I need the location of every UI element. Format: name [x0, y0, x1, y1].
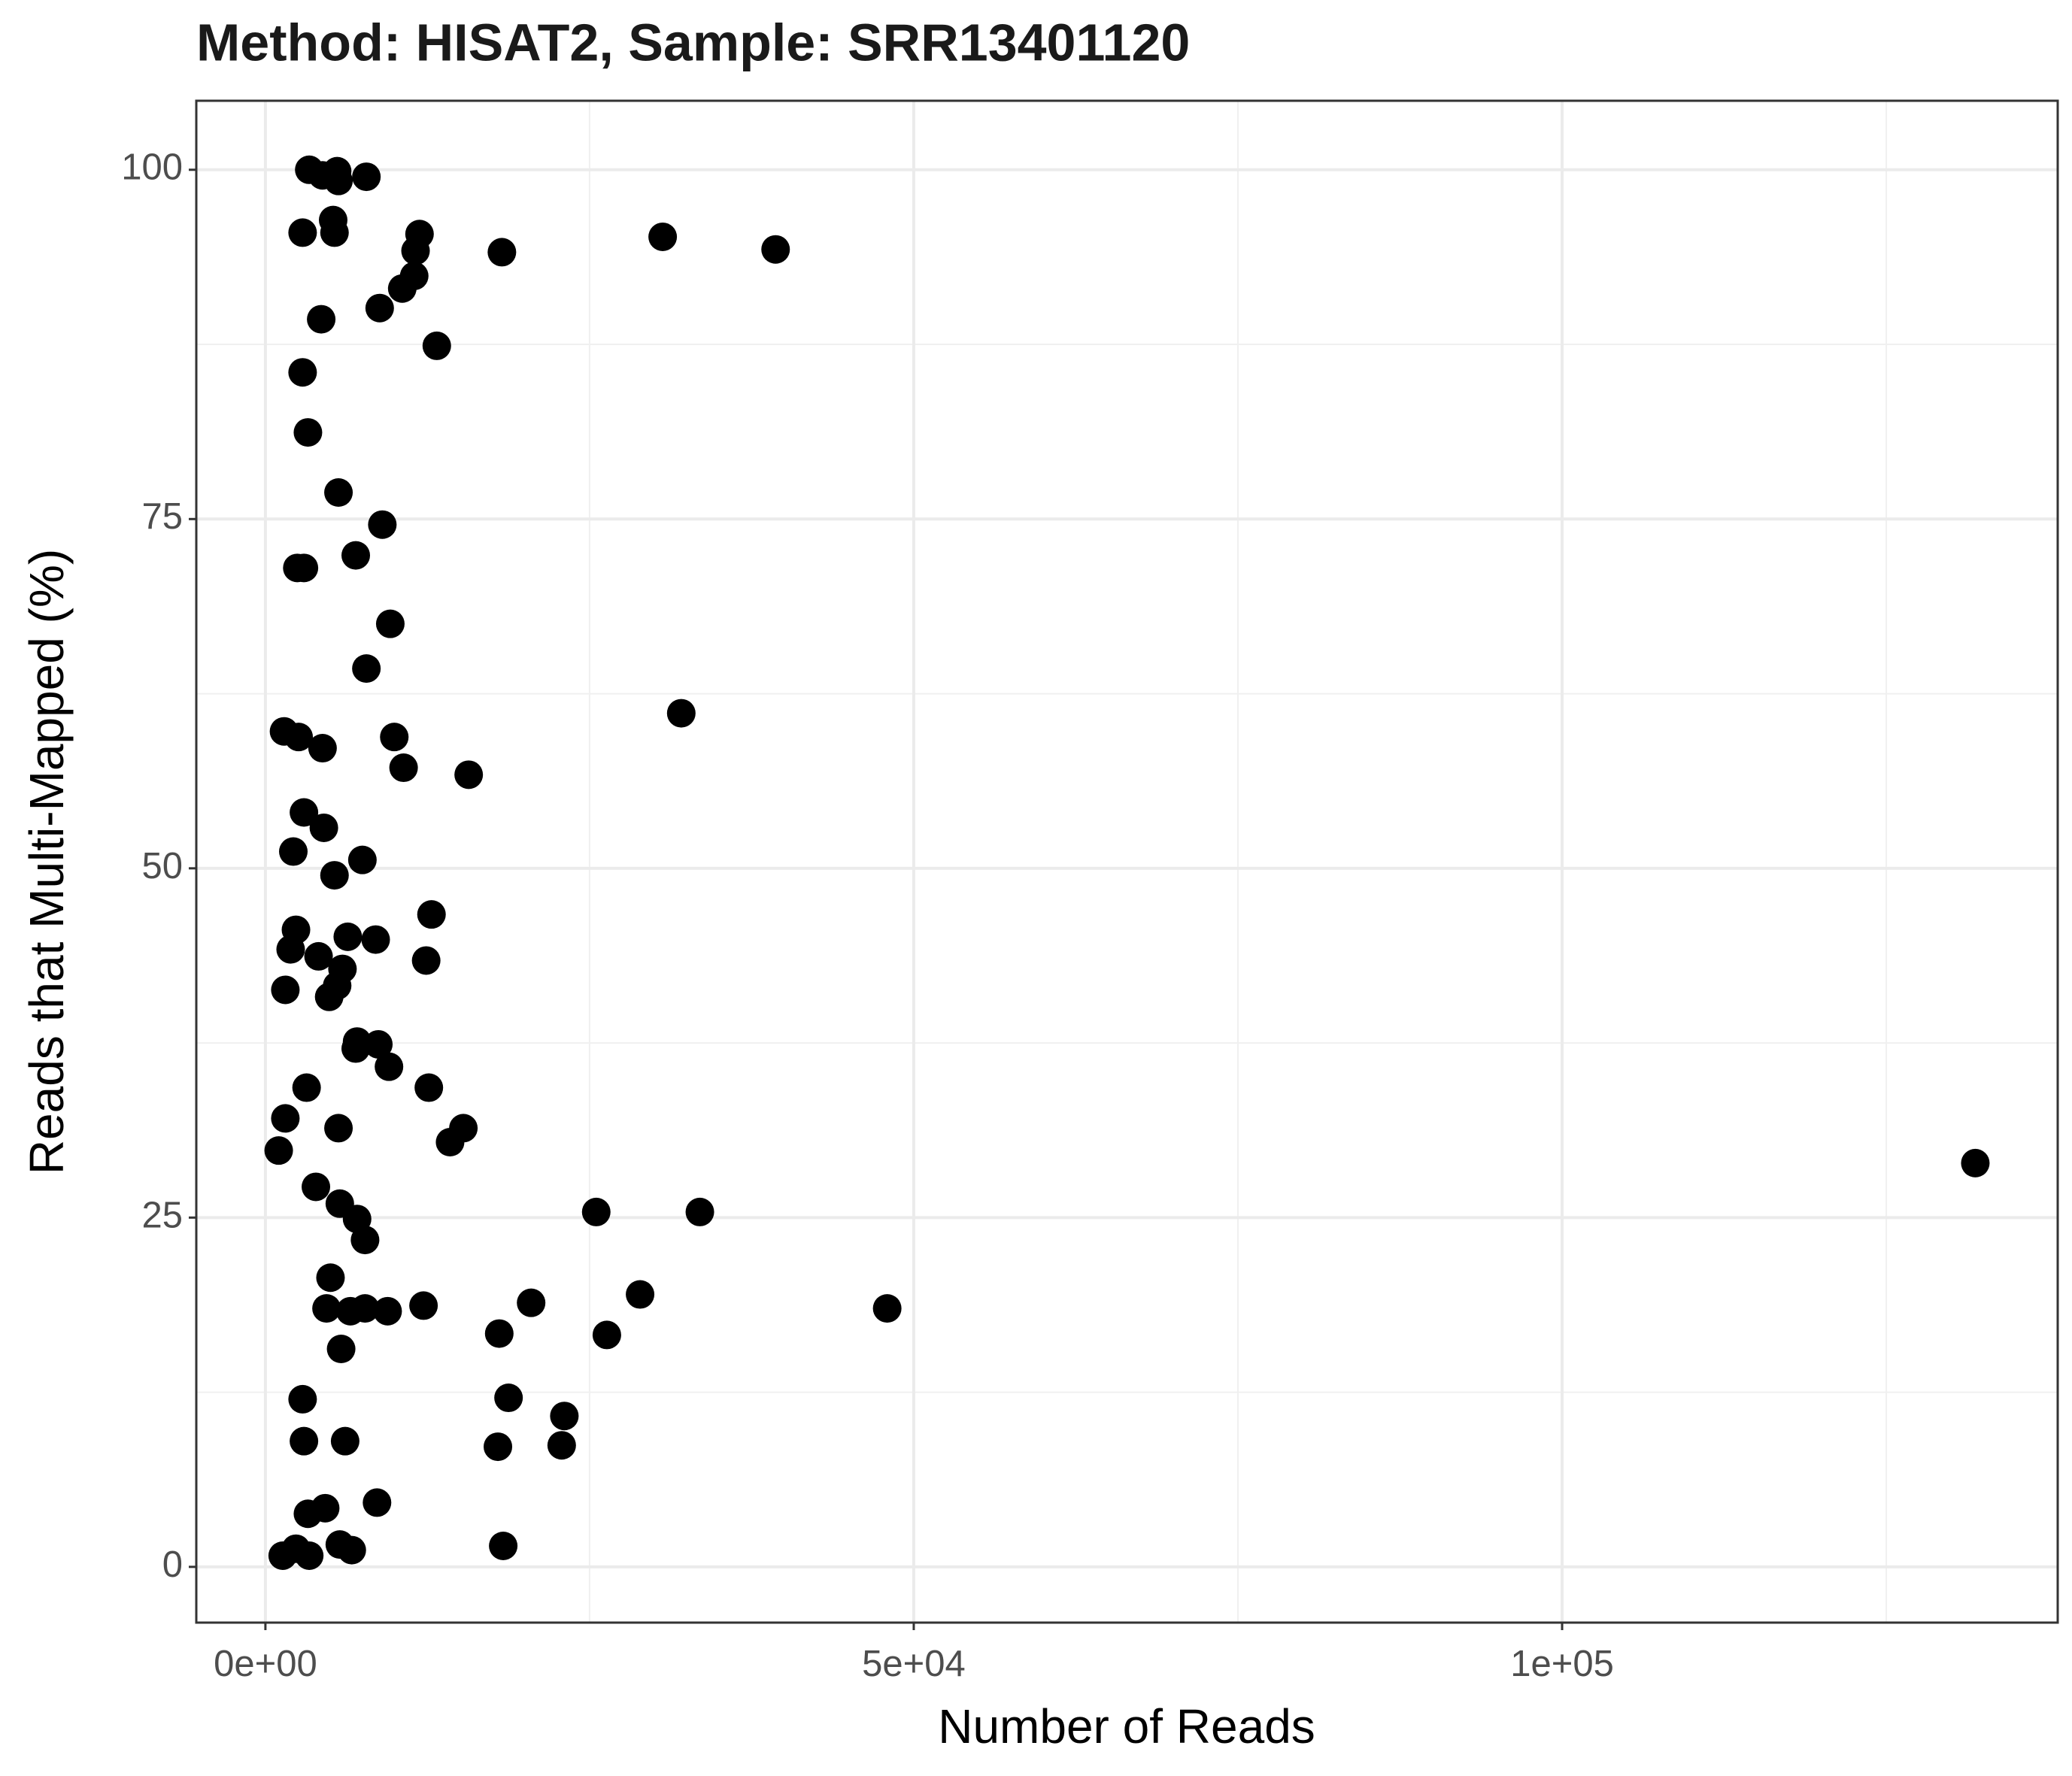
point: [417, 900, 446, 929]
point: [271, 975, 300, 1005]
y-tick-label: 100: [121, 147, 183, 188]
point: [626, 1280, 655, 1309]
point: [648, 222, 678, 251]
point: [411, 946, 441, 975]
y-tick-label: 25: [141, 1195, 183, 1235]
point: [333, 922, 363, 951]
point: [435, 1128, 465, 1157]
point: [337, 1535, 366, 1565]
point: [361, 925, 390, 954]
point: [581, 1197, 611, 1226]
chart-title: Method: HISAT2, Sample: SRR13401120: [196, 13, 1190, 71]
point: [375, 609, 405, 638]
point: [324, 478, 353, 508]
point: [304, 941, 333, 971]
point: [288, 1384, 317, 1414]
point: [761, 235, 790, 264]
point: [341, 1034, 371, 1063]
point: [375, 1052, 404, 1081]
point: [324, 166, 353, 195]
point: [401, 236, 430, 265]
point: [290, 798, 319, 827]
point: [264, 1136, 293, 1165]
point: [308, 734, 337, 763]
point: [335, 1296, 365, 1326]
point: [302, 1172, 331, 1202]
point: [307, 305, 336, 334]
y-tick-label: 75: [141, 496, 183, 537]
point: [330, 1426, 359, 1456]
point: [314, 982, 344, 1011]
point: [347, 845, 377, 874]
point: [454, 760, 484, 790]
x-tick-label: 1e+05: [1510, 1644, 1614, 1684]
point: [316, 1263, 345, 1293]
point: [341, 541, 371, 570]
point: [364, 1029, 393, 1059]
point: [309, 813, 338, 842]
point: [293, 1499, 323, 1529]
point: [487, 238, 517, 267]
point: [284, 723, 314, 752]
point: [352, 654, 381, 683]
point: [550, 1402, 579, 1431]
point: [489, 1531, 518, 1560]
point: [666, 699, 696, 728]
point: [363, 1488, 392, 1517]
point: [279, 837, 308, 866]
point: [484, 1319, 514, 1348]
point: [292, 1073, 321, 1102]
point: [547, 1431, 576, 1460]
point: [290, 553, 319, 583]
point: [276, 935, 305, 964]
point: [288, 358, 317, 387]
point: [422, 331, 451, 360]
point: [271, 1104, 300, 1133]
point: [389, 753, 418, 783]
y-axis-title: Reads that Multi-Mapped (%): [20, 549, 74, 1174]
y-tick-label: 0: [162, 1544, 183, 1585]
point: [365, 293, 394, 323]
point: [288, 218, 317, 247]
point: [368, 510, 397, 539]
point: [1961, 1148, 1990, 1177]
x-tick-label: 0e+00: [214, 1644, 317, 1684]
point: [352, 162, 381, 192]
panel-border: [195, 99, 2059, 1624]
y-tick-label: 50: [141, 846, 183, 886]
point: [592, 1320, 621, 1350]
point: [312, 1294, 341, 1323]
x-axis-title: Number of Reads: [938, 1699, 1315, 1753]
point: [324, 1114, 353, 1143]
point: [517, 1288, 546, 1317]
point: [320, 861, 349, 890]
point: [484, 1432, 513, 1462]
point: [295, 1541, 324, 1570]
point: [409, 1291, 438, 1320]
point: [387, 274, 417, 303]
point: [290, 1426, 319, 1456]
point: [414, 1073, 444, 1102]
point: [320, 218, 349, 247]
point: [350, 1226, 380, 1255]
point: [494, 1384, 523, 1413]
point: [380, 723, 409, 752]
point: [373, 1296, 402, 1326]
point: [685, 1197, 714, 1226]
point: [872, 1294, 902, 1323]
point: [326, 1335, 356, 1364]
x-tick-label: 5e+04: [862, 1644, 966, 1684]
point: [293, 418, 323, 447]
